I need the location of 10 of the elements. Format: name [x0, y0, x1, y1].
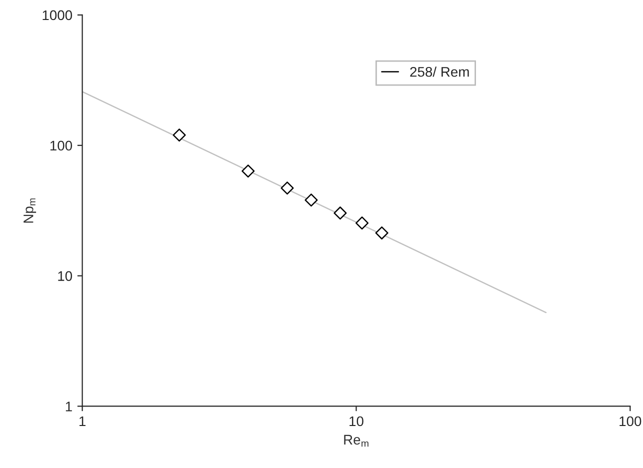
x-tick-label: 10: [350, 416, 364, 426]
y-tick-label: 1000: [42, 10, 72, 20]
y-tick-label: 10: [58, 271, 72, 281]
text: 258/ Rem: [410, 66, 469, 77]
x-tick-label: 100: [620, 416, 642, 426]
x-axis-title: Re$_{m}$: [344, 434, 368, 447]
y-tick-label: 1: [66, 402, 72, 412]
y-tick-label: 100: [50, 140, 72, 151]
x-tick-label: 1: [80, 416, 86, 426]
y-axis-title: Np$_{m}$: [24, 198, 36, 223]
